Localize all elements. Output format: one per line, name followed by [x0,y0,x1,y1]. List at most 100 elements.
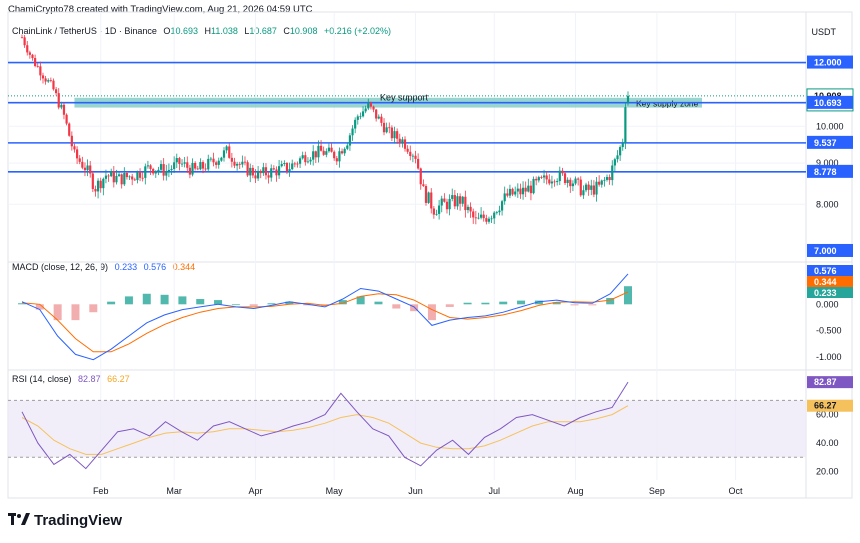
candle-body [503,193,506,202]
candle-body [377,116,380,119]
macd-price-tag [807,265,853,276]
x-tick-label: Apr [248,486,262,496]
macd-histogram-bar [463,302,472,305]
candle-body [293,163,296,165]
candle-body [146,165,150,167]
candle-body [626,95,630,103]
macd-histogram-bar [249,304,258,306]
x-tick-label: Aug [568,486,584,496]
candle-body [582,190,585,196]
macd-histogram-bar [124,296,133,305]
candle-body [414,155,417,159]
candle-body [70,135,73,147]
candle-body [542,175,546,178]
candle-body [115,175,118,183]
symbol-name[interactable]: ChainLink / TetherUS · 1D · Binance [12,26,157,36]
candle-body [424,186,428,203]
candle-body [267,175,270,178]
macd-price-tag [807,287,853,298]
candle-body [359,116,362,118]
candle-body [346,145,349,149]
x-tick-label: Jul [488,486,500,496]
candle-body [280,164,283,167]
candle-body [194,162,197,169]
candle-body [23,37,26,46]
macd-histogram-bar [303,304,312,306]
x-tick-label: Sep [649,486,665,496]
currency-label[interactable]: USDT [811,27,837,37]
candle-body [272,168,275,170]
candle-body [28,52,31,55]
candle-body [322,150,325,155]
candle-body [222,150,226,158]
candle-body [343,148,346,154]
candle-body [535,178,538,181]
candle-body [443,198,446,202]
macd-legend[interactable]: MACD (close, 12, 26, 9) 0.233 0.576 0.34… [12,262,195,272]
candle-body [123,173,126,185]
macd-pane[interactable] [18,273,632,361]
candle-body [83,167,87,171]
macd-price-label: 0.344 [814,277,837,287]
candle-body [519,188,522,195]
macd-histogram-bar [53,304,62,321]
candle-body [144,166,147,178]
candle-body [277,166,281,176]
candle-body [380,116,383,123]
macd-histogram-bar [35,304,44,310]
candle-body [49,80,52,81]
candle-body [125,173,129,178]
level-price-label: 12.000 [814,58,842,68]
symbol-legend[interactable]: ChainLink / TetherUS · 1D · Binance O10.… [12,26,391,36]
candle-body [540,177,543,178]
countdown-label: 19:00:19 [814,101,846,110]
candle-body [26,45,29,53]
candle-body [44,78,47,82]
y-tick-label: 9.000 [816,158,839,168]
candle-body [587,184,590,190]
rsi-pane[interactable] [8,381,806,470]
candle-body [356,116,359,120]
candle-body [592,185,595,195]
candle-body [75,149,79,159]
candle-body [159,164,163,170]
candle-body [325,151,328,155]
candle-body [472,211,475,218]
rsi-legend[interactable]: RSI (14, close) 82.87 66.27 [12,374,130,384]
candle-body [490,218,493,220]
x-tick-label: Jun [408,486,423,496]
candle-body [233,161,236,166]
candle-body [603,179,606,181]
candle-body [532,178,535,194]
candle-body [385,127,388,133]
candle-body [537,177,540,181]
candle-body [598,181,601,185]
macd-line [21,273,629,361]
candle-body [254,175,257,179]
candle-body [369,102,373,107]
candle-body [304,155,307,163]
candle-body [600,180,603,185]
macd-title[interactable]: MACD (close, 12, 26, 9) [12,262,109,272]
price-pane[interactable]: Key supply zone Key support [8,34,806,225]
candle-body [20,37,24,39]
candle-body [419,168,422,185]
candle-body [590,185,593,190]
candle-body [251,167,254,176]
candle-body [41,75,45,79]
macd-y-tick-label: -0.500 [816,326,842,336]
macd-histogram-bar [517,300,526,305]
rsi-line [21,381,629,470]
tradingview-logo[interactable]: TradingView [8,512,122,529]
macd-value: 0.233 [114,262,138,272]
candle-body [112,171,115,183]
chart-border [7,11,853,499]
candle-body [456,196,459,207]
candle-body [605,177,609,180]
candle-body [514,191,517,195]
y-tick-label: 10.000 [816,121,844,131]
low-value: 10.687 [249,26,277,36]
rsi-title[interactable]: RSI (14, close) [12,374,72,384]
macd-signal-line [21,291,629,353]
